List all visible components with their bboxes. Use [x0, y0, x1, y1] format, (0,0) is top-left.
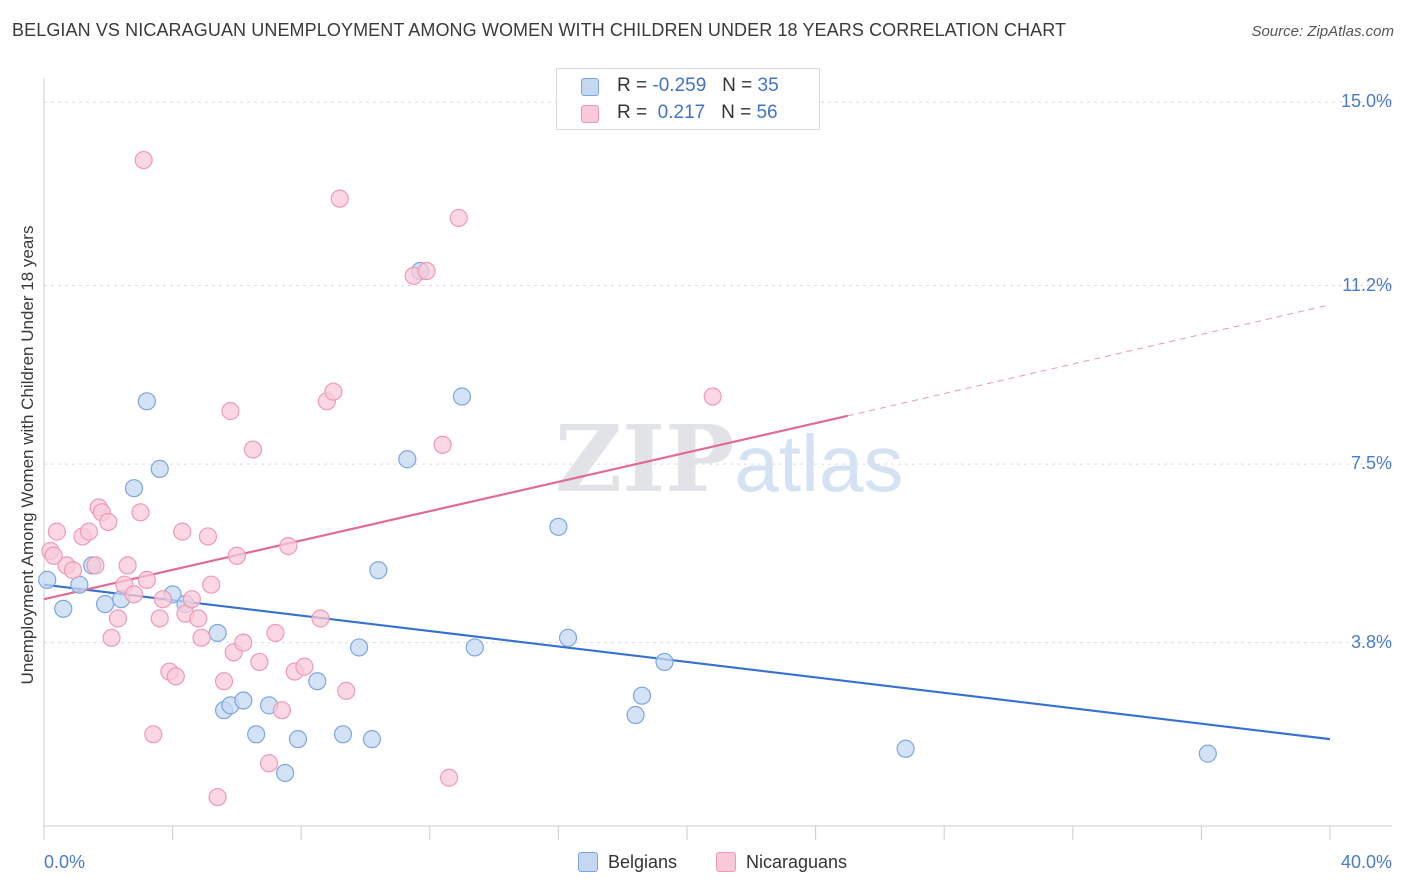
bottom-legend-belgians: Belgians — [578, 852, 677, 873]
point-belgians — [349, 638, 369, 657]
point-nicaraguans — [79, 522, 99, 541]
point-nicaraguans — [189, 609, 208, 628]
point-nicaraguans — [243, 440, 263, 459]
point-nicaraguans — [124, 585, 144, 604]
point-nicaraguans — [63, 561, 83, 580]
point-nicaraguans — [272, 701, 292, 720]
point-nicaraguans — [324, 382, 343, 401]
point-nicaraguans — [192, 628, 211, 647]
point-nicaraguans — [108, 609, 128, 628]
point-nicaraguans — [131, 503, 150, 522]
point-belgians — [288, 730, 308, 749]
point-nicaraguans — [118, 556, 137, 575]
point-nicaraguans — [198, 527, 218, 546]
trend-line-nicaraguans — [43, 414, 848, 601]
y-tick-label: 15.0% — [1340, 91, 1392, 112]
point-belgians — [632, 686, 652, 705]
grid-lines — [44, 101, 1392, 644]
point-nicaraguans — [295, 657, 314, 676]
point-nicaraguans — [144, 725, 163, 744]
point-nicaraguans — [214, 672, 234, 691]
point-belgians — [276, 763, 295, 783]
point-nicaraguans — [330, 189, 349, 208]
point-nicaraguans — [227, 546, 246, 565]
source-label: Source: ZipAtlas.com — [1251, 23, 1394, 40]
point-nicaraguans — [182, 590, 201, 609]
chart-title: BELGIAN VS NICARAGUAN UNEMPLOYMENT AMONG… — [12, 20, 1067, 40]
data-points — [38, 150, 1217, 807]
x-tick-label-min: 0.0% — [44, 852, 86, 872]
point-nicaraguans — [166, 667, 185, 686]
point-belgians — [549, 517, 568, 536]
bottom-legend-nicaraguans: Nicaraguans — [716, 852, 847, 873]
point-belgians — [896, 739, 915, 758]
y-tick-label: 7.5% — [1350, 453, 1392, 474]
point-nicaraguans — [337, 681, 356, 700]
legend-swatch-nicaraguans — [716, 852, 736, 872]
legend-swatch-belgians — [581, 78, 599, 96]
point-nicaraguans — [202, 575, 221, 594]
point-nicaraguans — [44, 546, 63, 565]
point-nicaraguans — [47, 522, 66, 541]
point-belgians — [655, 652, 674, 672]
point-nicaraguans — [433, 435, 452, 454]
trend-lines — [43, 304, 1331, 741]
point-nicaraguans — [311, 609, 330, 628]
point-belgians — [308, 672, 327, 691]
point-nicaraguans — [221, 401, 240, 421]
point-nicaraguans — [208, 787, 227, 807]
legend: R = -0.259 N = 35 R = 0.217 N = 56 — [556, 68, 820, 130]
point-belgians — [558, 628, 578, 647]
trend-line-nicaraguans-extrapolated — [847, 304, 1331, 417]
point-nicaraguans — [134, 150, 153, 170]
point-belgians — [333, 725, 353, 744]
legend-swatch-belgians — [578, 852, 598, 872]
point-belgians — [150, 459, 169, 478]
trend-line-belgians — [43, 583, 1331, 741]
point-belgians — [1198, 744, 1217, 763]
point-belgians — [95, 594, 115, 614]
point-belgians — [234, 691, 253, 710]
point-nicaraguans — [417, 261, 436, 281]
point-nicaraguans — [173, 522, 192, 541]
point-nicaraguans — [150, 609, 169, 628]
point-belgians — [124, 479, 144, 498]
point-belgians — [362, 730, 382, 749]
point-belgians — [247, 725, 266, 744]
y-tick-label: 11.2% — [1342, 274, 1392, 295]
point-belgians — [369, 561, 388, 580]
point-nicaraguans — [259, 754, 279, 773]
axes — [43, 78, 1392, 840]
y-tick-label: 3.8% — [1350, 631, 1392, 652]
point-nicaraguans — [137, 570, 156, 589]
point-nicaraguans — [266, 623, 285, 643]
point-nicaraguans — [102, 628, 121, 647]
point-belgians — [465, 638, 484, 657]
point-belgians — [208, 623, 227, 643]
point-nicaraguans — [153, 590, 173, 609]
point-nicaraguans — [234, 633, 253, 652]
point-nicaraguans — [99, 512, 118, 532]
point-nicaraguans — [703, 387, 722, 406]
point-nicaraguans — [250, 652, 269, 672]
point-nicaraguans — [449, 208, 468, 228]
point-nicaraguans — [439, 768, 459, 787]
point-belgians — [38, 570, 57, 589]
point-nicaraguans — [279, 537, 298, 556]
x-tick-label-max: 40.0% — [1340, 852, 1392, 872]
point-belgians — [137, 392, 156, 411]
legend-swatch-nicaraguans — [581, 105, 599, 123]
point-belgians — [452, 387, 472, 406]
point-belgians — [54, 599, 73, 618]
point-belgians — [626, 705, 645, 725]
point-nicaraguans — [86, 556, 105, 575]
point-belgians — [398, 450, 417, 469]
watermark: ZIPatlas — [555, 405, 904, 513]
